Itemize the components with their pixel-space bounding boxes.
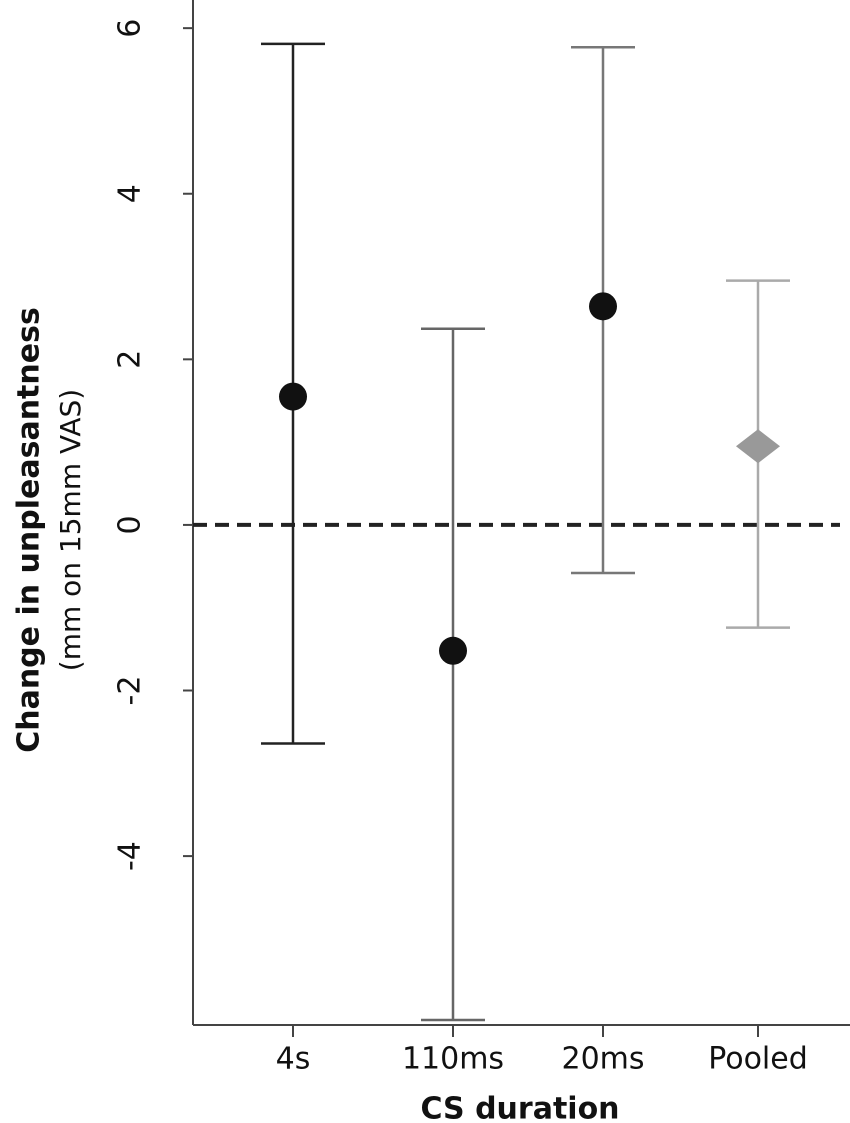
- y-tick-label: 0: [113, 515, 148, 534]
- y-tick-label: 4: [113, 184, 148, 203]
- y-axis-sublabel: (mm on 15mm VAS): [54, 389, 87, 671]
- x-tick-label: 4s: [276, 1042, 311, 1077]
- point: [736, 429, 780, 464]
- y-tick-label: -4: [113, 841, 148, 871]
- point: [589, 292, 617, 321]
- x-axis-label: CS duration: [420, 1092, 619, 1123]
- x-tick-label: 110ms: [402, 1042, 504, 1077]
- y-tick-label: -2: [113, 676, 148, 706]
- y-axis-label: Change in unpleasantness: [12, 307, 47, 753]
- y-tick-label: 6: [113, 19, 148, 38]
- x-tick-label: 20ms: [561, 1042, 644, 1077]
- point: [439, 636, 467, 665]
- x-tick-label: Pooled: [708, 1042, 808, 1077]
- y-tick-label: 2: [113, 350, 148, 369]
- point: [279, 382, 307, 411]
